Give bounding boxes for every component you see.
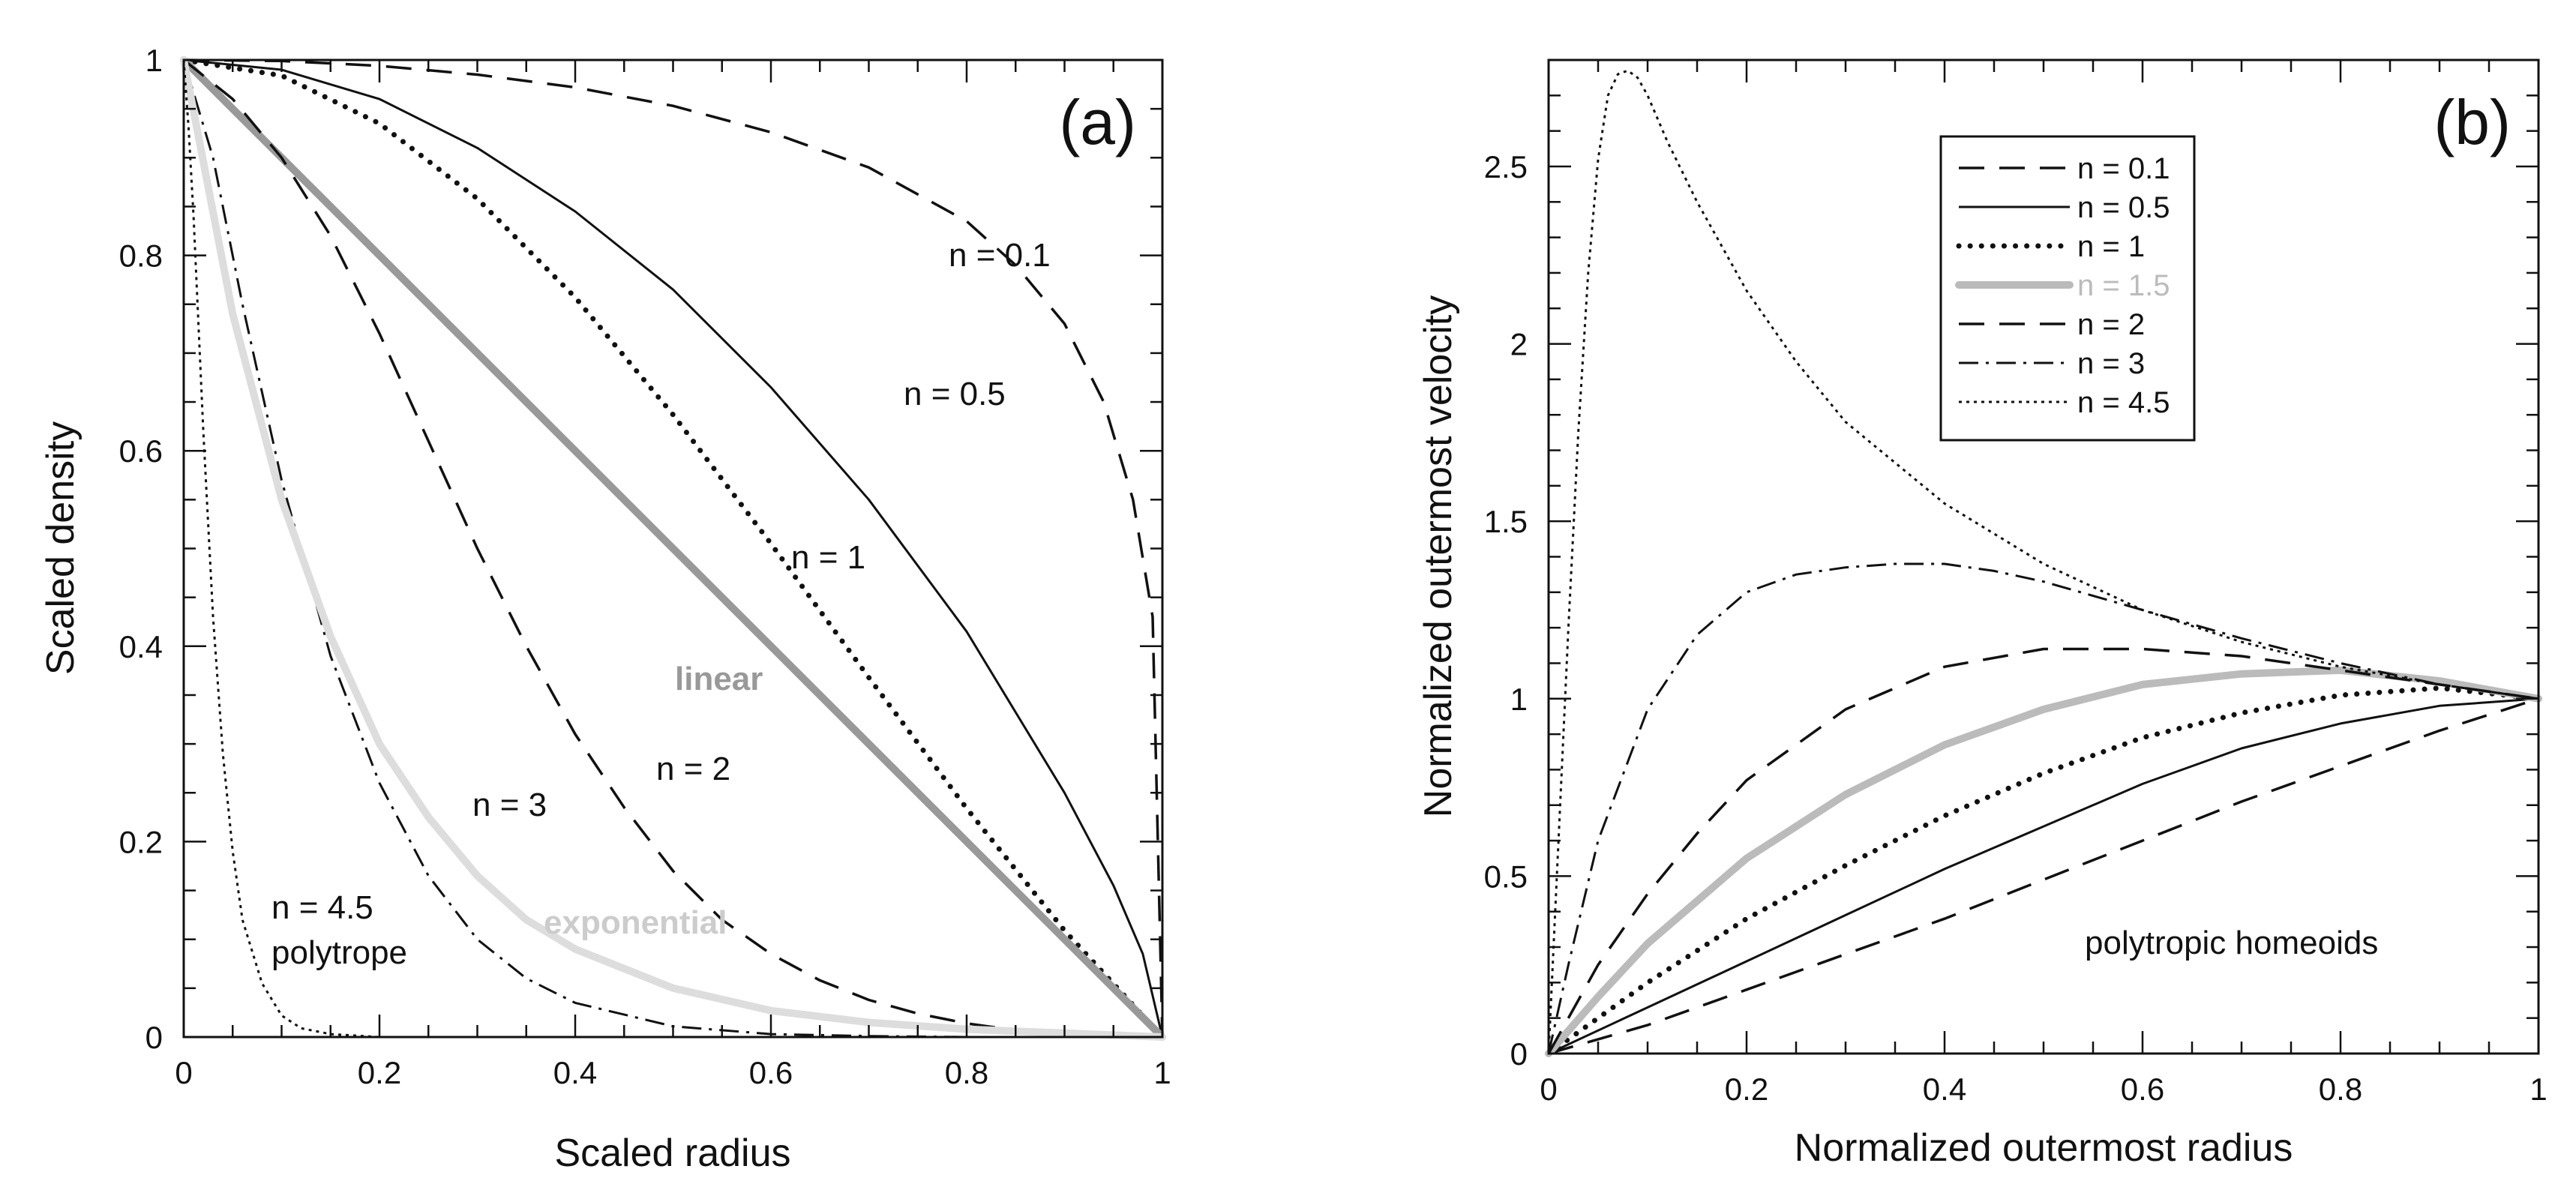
label-n-2: n = 2: [656, 751, 730, 787]
x-tick-label: 0: [175, 1055, 192, 1090]
label-n-3: n = 3: [472, 787, 547, 823]
y-tick-label: 0.6: [119, 433, 163, 469]
series-n-3-line: [1547, 562, 2539, 1054]
x-tick-label: 0: [1540, 1072, 1557, 1107]
panel-b-curves: [1545, 69, 2542, 1057]
series-n-2-line: [1547, 647, 2539, 1054]
x-tick-label: 1: [2530, 1072, 2547, 1107]
y-tick-label: 0.5: [1484, 859, 1528, 894]
y-tick-label: 0: [1510, 1036, 1528, 1072]
y-tick-label: 0.4: [119, 629, 163, 664]
x-tick-label: 1: [1153, 1055, 1171, 1090]
x-tick-label: 0.6: [2121, 1072, 2164, 1107]
label-polytrope: polytrope: [271, 934, 407, 971]
panel-b-legend: n = 0.1 n = 0.5 n = 1 n = 1.5 n = 2 n = 3 n = …: [1939, 135, 2196, 442]
series-n-4-5-line: [1547, 69, 2539, 1054]
y-tick-label: 1: [145, 43, 163, 78]
series-exponential-line: [180, 56, 1166, 1041]
legend-label-n-2: n = 2: [2077, 308, 2145, 341]
panel-a-y-tick-labels: 0 0.2 0.4 0.6 0.8 1: [119, 43, 163, 1055]
panel-b-x-tick-labels: 0 0.2 0.4 0.6 0.8 1: [1540, 1072, 2547, 1107]
label-linear: linear: [675, 661, 763, 697]
legend-label-n-0-5: n = 0.5: [2077, 191, 2170, 224]
label-n-0-5: n = 0.5: [904, 376, 1006, 412]
panel-a-x-axis-title: Scaled radius: [554, 1132, 790, 1175]
label-exponential: exponential: [544, 904, 727, 941]
x-tick-label: 0.2: [358, 1055, 401, 1090]
panel-a-y-axis-title: Scaled density: [39, 421, 82, 675]
legend-label-n-1-5: n = 1.5: [2077, 269, 2170, 302]
panel-a: 0 0.2 0.4 0.6 0.8 1 0 0.2 0.4 0.6 0.8 1 (a) Scaled…: [39, 43, 1171, 1175]
panel-b: 0 0.2 0.4 0.6 0.8 1 0 0.5 1 1.5 2 2.5 (b) Normaliz…: [1417, 58, 2548, 1170]
panel-b-tag: (b): [2434, 87, 2511, 157]
y-tick-label: 2: [1510, 327, 1528, 362]
y-tick-label: 0.8: [119, 238, 163, 274]
panel-b-x-axis-title: Normalized outermost radius: [1795, 1126, 2293, 1170]
y-tick-label: 0.2: [119, 824, 163, 859]
series-n-0-1-line: [1548, 697, 2539, 1055]
x-tick-label: 0.4: [553, 1055, 597, 1090]
panel-a-ticks: [182, 58, 1164, 1039]
series-n-0-5-line: [1548, 697, 2539, 1055]
series-n-0-1-line: [183, 58, 1164, 1038]
series-n-2-line: [182, 58, 1163, 1039]
panel-b-ticks: [1547, 58, 2540, 1055]
series-n-1-line: [181, 57, 1165, 1040]
legend-label-n-1: n = 1: [2077, 230, 2145, 263]
label-n-1: n = 1: [791, 539, 865, 576]
series-linear-line: [180, 56, 1166, 1041]
legend-label-n-0-1: n = 0.1: [2077, 152, 2170, 185]
label-polytropic-homeoids: polytropic homeoids: [2085, 925, 2378, 961]
x-tick-label: 0.8: [2319, 1072, 2362, 1107]
label-n-4-5: n = 4.5: [271, 889, 373, 926]
series-n-0-5-line: [183, 58, 1164, 1038]
series-n-3-line: [182, 59, 1162, 1039]
panel-b-y-tick-labels: 0 0.5 1 1.5 2 2.5: [1484, 149, 1528, 1072]
y-tick-label: 1.5: [1484, 504, 1528, 539]
x-tick-label: 0.6: [749, 1055, 793, 1090]
legend-label-n-4-5: n = 4.5: [2077, 386, 2170, 419]
label-n-0-1: n = 0.1: [949, 237, 1051, 274]
x-tick-label: 0.4: [1923, 1072, 1966, 1107]
x-tick-label: 0.2: [1725, 1072, 1768, 1107]
panel-a-x-tick-labels: 0 0.2 0.4 0.6 0.8 1: [175, 1055, 1171, 1090]
legend-label-n-3: n = 3: [2077, 347, 2145, 380]
y-tick-label: 2.5: [1484, 149, 1528, 184]
y-tick-label: 1: [1510, 682, 1528, 717]
panel-a-tag: (a): [1059, 87, 1136, 157]
x-tick-label: 0.8: [945, 1055, 988, 1090]
y-tick-label: 0: [145, 1020, 163, 1055]
panel-b-y-axis-title: Normalized outermost velocity: [1417, 295, 1460, 817]
